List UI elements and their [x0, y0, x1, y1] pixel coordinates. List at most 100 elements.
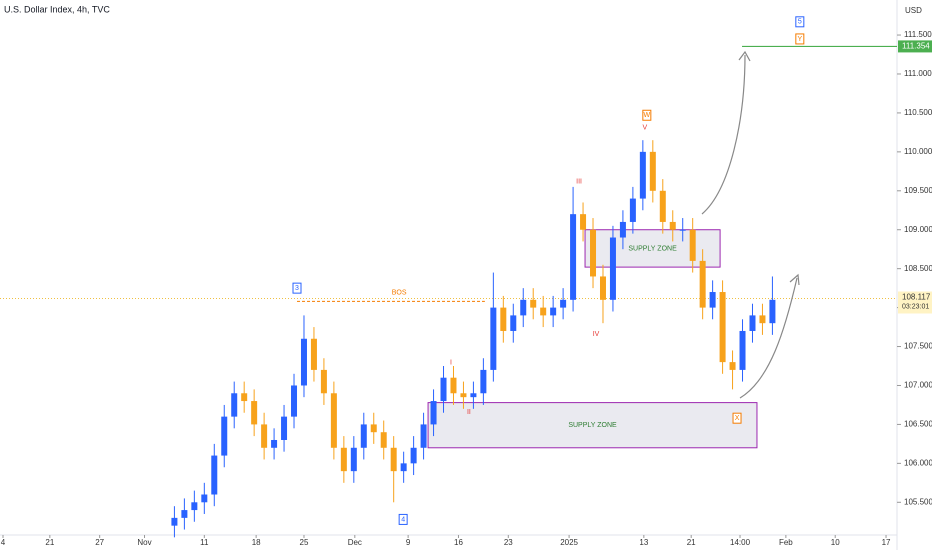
x-tick-label: 16 — [454, 538, 463, 547]
y-tick-label: 105.500 — [904, 497, 932, 506]
wave-label: 4 — [401, 516, 405, 523]
arrow-head — [738, 50, 751, 62]
candle-body — [679, 229, 686, 231]
candle-body — [689, 229, 696, 261]
wave-box — [732, 412, 742, 424]
y-tick-label: 110.500 — [904, 108, 932, 117]
x-tick-label: 13 — [639, 538, 648, 547]
subwave-label: III — [576, 178, 582, 185]
wave-box — [642, 109, 652, 121]
wave-label: X — [735, 415, 740, 422]
candle-body — [669, 221, 676, 230]
x-tick-label: 21 — [45, 538, 54, 547]
zone-label: SUPPLY ZONE — [568, 422, 617, 429]
candle-body — [410, 447, 417, 464]
candle-body — [400, 463, 407, 472]
candle-body — [241, 393, 248, 402]
candle-body — [291, 385, 298, 417]
y-tick-label: 109.500 — [904, 186, 932, 195]
candle-body — [540, 307, 547, 316]
target-label: 111.354 — [902, 42, 930, 51]
candle-body — [470, 393, 477, 398]
candle-body — [609, 237, 616, 300]
candle-body — [181, 510, 188, 518]
candle-body — [749, 315, 756, 331]
y-tick-label: 111.000 — [904, 69, 932, 78]
wave-label: 3 — [295, 285, 299, 292]
candle-body — [550, 307, 557, 316]
candle-body — [281, 416, 288, 440]
candle-body — [659, 190, 666, 222]
wave-box — [795, 33, 805, 45]
y-tick-label: 108.500 — [904, 264, 932, 273]
candle-body — [310, 338, 317, 370]
candle-body — [699, 260, 706, 308]
candle-body — [440, 377, 447, 402]
candle-body — [201, 494, 208, 503]
candle-body — [430, 401, 437, 425]
y-tick-label: 106.500 — [904, 420, 932, 429]
subwave-label: I — [450, 360, 452, 367]
candle-body — [769, 299, 776, 324]
x-tick-label: Feb — [779, 538, 793, 547]
subwave-label: IV — [593, 331, 600, 338]
last-price-label: 108.117 — [902, 293, 931, 302]
x-tick-label: 14:00 — [730, 538, 751, 547]
wave-label: W — [644, 112, 651, 119]
candle-body — [719, 292, 726, 363]
candle-body — [360, 424, 367, 448]
arrow-head — [789, 273, 800, 286]
candle-body — [599, 276, 606, 300]
candle-body — [639, 151, 646, 199]
x-tick-label: 11 — [200, 538, 209, 547]
candle-body — [729, 362, 736, 370]
candle-body — [520, 299, 527, 316]
x-tick-label: 17 — [882, 538, 891, 547]
candle-body — [320, 369, 327, 394]
candle-body — [370, 424, 377, 433]
candle-body — [619, 221, 626, 238]
candle-body — [450, 377, 457, 394]
candle-body — [420, 424, 427, 448]
candle-body — [300, 338, 307, 386]
candle-body — [231, 393, 238, 417]
currency: USD — [905, 6, 922, 15]
candle-body — [570, 214, 577, 300]
candle-body — [629, 198, 636, 222]
wave-label: 5 — [798, 19, 802, 26]
candle-body — [460, 393, 467, 398]
x-tick-label: Nov — [137, 538, 151, 547]
subwave-label: II — [467, 409, 471, 416]
y-tick-label: 107.500 — [904, 342, 932, 351]
y-tick-label: 106.000 — [904, 458, 932, 467]
x-tick-label: 4 — [1, 538, 6, 547]
y-tick-label: 110.000 — [904, 147, 932, 156]
x-tick-label: 21 — [687, 538, 696, 547]
x-tick-label: 25 — [300, 538, 309, 547]
candle-body — [510, 315, 517, 331]
candle-body — [739, 330, 746, 370]
projection-arrow — [739, 277, 798, 399]
target-badge — [898, 40, 932, 53]
candle-body — [221, 416, 228, 456]
x-tick-label: 27 — [95, 538, 104, 547]
y-tick-label: 109.000 — [904, 225, 932, 234]
x-tick-label: 2025 — [560, 538, 578, 547]
y-tick-label: 111.500 — [904, 30, 932, 39]
y-tick-label: 107.000 — [904, 381, 932, 390]
candle-body — [560, 299, 567, 308]
candle-body — [500, 307, 507, 331]
bos-label: BOS — [392, 290, 407, 297]
supply-zone — [584, 229, 721, 268]
candle-body — [380, 432, 387, 448]
last-price-badge — [898, 291, 932, 314]
candle-body — [590, 229, 597, 277]
candle-body — [480, 369, 487, 394]
candle-body — [251, 401, 258, 425]
supply-zone — [427, 402, 758, 449]
candle-body — [330, 393, 337, 448]
wave-box — [795, 16, 805, 28]
zone-label: SUPPLY ZONE — [628, 245, 677, 252]
